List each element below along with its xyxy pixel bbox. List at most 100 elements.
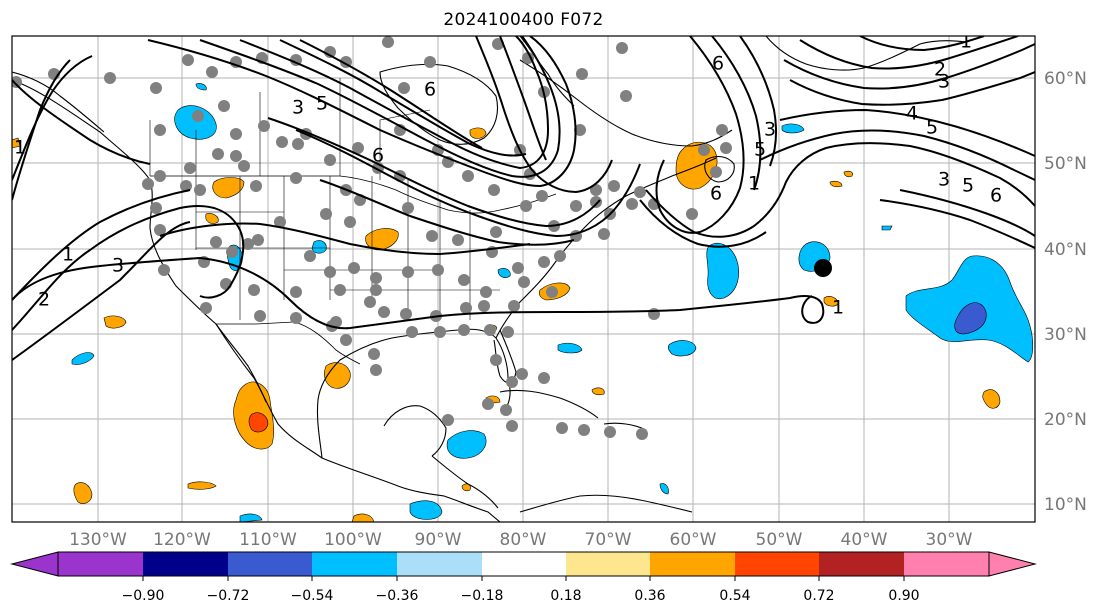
contour-line: [12, 256, 825, 330]
us-canada-border: [150, 175, 557, 214]
storm-center-marker: [814, 259, 832, 277]
negative-anomaly-fill: [311, 240, 327, 254]
station-dot: [210, 236, 222, 248]
contour-label: 3: [764, 119, 776, 141]
station-dot: [226, 246, 238, 258]
contour-line: [783, 43, 1035, 90]
contour-line: [899, 189, 1035, 237]
station-dot: [154, 224, 166, 236]
province-lines: [149, 78, 431, 180]
station-dot: [292, 138, 304, 150]
negative-anomaly-fill: [881, 225, 893, 231]
station-dot: [340, 334, 352, 346]
positive-anomaly-fill: [248, 412, 269, 433]
colorbar-tick-label: −0.90: [122, 588, 165, 604]
station-dot: [370, 272, 382, 284]
station-dot: [242, 238, 254, 250]
contour-label: 4: [906, 103, 918, 125]
positive-anomaly-fill: [461, 483, 471, 492]
longitude-label: 130°W: [69, 530, 127, 550]
map-frame: [11, 35, 1036, 523]
station-dot: [710, 166, 722, 178]
station-dot: [458, 324, 470, 336]
station-dot: [480, 286, 492, 298]
negative-anomaly-fill: [706, 243, 739, 300]
station-dot: [258, 120, 270, 132]
positive-anomaly-fill: [73, 482, 93, 504]
contour-line: [239, 36, 550, 170]
station-dot: [238, 160, 250, 172]
station-dot: [546, 286, 558, 298]
station-dot: [490, 354, 502, 366]
longitude-label: 50°W: [756, 530, 803, 550]
station-dot: [516, 368, 528, 380]
south-america-coast: [519, 494, 693, 513]
station-dot: [230, 128, 242, 140]
station-dot: [608, 180, 620, 192]
station-dot: [500, 404, 512, 416]
colorbar-min-arrow: [10, 551, 59, 577]
station-dot: [154, 124, 166, 136]
colorbar-tick-label: 0.90: [888, 588, 919, 604]
station-dot: [490, 226, 502, 238]
station-dot: [352, 142, 364, 154]
contour-line: [759, 129, 1035, 181]
station-dot: [182, 54, 194, 66]
station-dot: [536, 190, 548, 202]
latitude-label: 10°N: [1044, 495, 1087, 515]
station-dot: [574, 124, 586, 136]
positive-anomaly-fill: [12, 137, 21, 149]
contour-line: [295, 129, 641, 238]
station-dot: [648, 308, 660, 320]
positive-anomaly-fill: [469, 127, 487, 139]
contour-line: [12, 59, 71, 201]
station-dot: [370, 364, 382, 376]
contour-label: 2: [934, 59, 946, 81]
station-dot: [344, 216, 356, 228]
station-dot: [368, 348, 380, 360]
station-dot: [432, 264, 444, 276]
station-dot: [524, 168, 536, 180]
station-dot: [194, 184, 206, 196]
newfoundland: [704, 155, 735, 183]
colorbar-cell: [143, 552, 228, 576]
yucatan-coast: [383, 405, 447, 457]
station-dot: [424, 56, 436, 68]
positive-anomaly-fill: [351, 513, 375, 522]
contour-label: 6: [372, 145, 384, 167]
contour-line: [267, 117, 601, 228]
station-dot: [276, 136, 288, 148]
contour-label: 5: [962, 175, 974, 197]
contour-line: [859, 36, 985, 52]
station-dot: [206, 66, 218, 78]
station-dot: [290, 312, 302, 324]
station-dot: [400, 308, 412, 320]
station-dot: [634, 186, 646, 198]
colorbar: −0.90 −0.72 −0.54 −0.36 −0.18 0.18 0.36 0.54 0.7…: [10, 551, 1037, 604]
colorbar-cell: [819, 552, 904, 576]
latitude-label: 50°N: [1044, 154, 1087, 174]
station-dot: [458, 274, 470, 286]
contour-label: 3: [292, 97, 304, 119]
colorbar-cell: [735, 552, 819, 576]
station-dot: [402, 202, 414, 214]
station-dot: [620, 90, 632, 102]
negative-anomaly-fill: [239, 513, 263, 522]
contour-line: [199, 36, 561, 178]
station-dot: [522, 52, 534, 64]
station-dot: [320, 208, 332, 220]
station-dot: [348, 262, 360, 274]
station-dot: [520, 200, 532, 212]
contour-line: [299, 39, 483, 149]
contour-line: [779, 108, 1035, 157]
station-dot: [250, 180, 262, 192]
central-america: [431, 455, 499, 509]
station-dot: [616, 42, 628, 54]
station-dot: [218, 100, 230, 112]
contour-line: [739, 36, 778, 167]
positive-anomaly-fill: [591, 387, 605, 396]
negative-anomaly-fill: [557, 342, 583, 354]
station-dot: [334, 284, 346, 296]
station-dot: [154, 170, 166, 182]
station-dot: [142, 178, 154, 190]
